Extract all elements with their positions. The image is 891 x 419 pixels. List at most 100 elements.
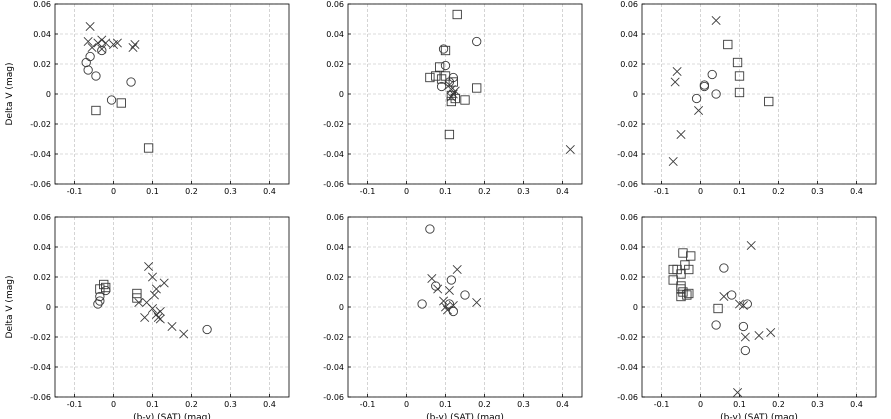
data-point-cross bbox=[427, 273, 437, 284]
data-point-circle bbox=[95, 296, 105, 306]
data-point-cross bbox=[719, 291, 729, 302]
data-point-cross bbox=[140, 312, 150, 323]
data-point-circle bbox=[438, 44, 449, 54]
plot-frame bbox=[347, 3, 583, 185]
x-tick-label: 0 bbox=[404, 187, 409, 196]
y-axis-label: Delta V (mag) bbox=[5, 63, 15, 126]
data-point-circle bbox=[727, 290, 737, 300]
data-point-circle bbox=[738, 321, 749, 332]
data-point-square bbox=[764, 96, 774, 107]
data-point-cross bbox=[97, 35, 107, 45]
y-tick-label: -0.06 bbox=[30, 393, 51, 402]
data-point-square bbox=[686, 251, 696, 261]
y-tick-label: -0.06 bbox=[323, 393, 344, 402]
data-point-cross bbox=[733, 387, 743, 398]
y-tick-label: -0.06 bbox=[617, 393, 638, 402]
data-point-cross bbox=[167, 321, 177, 332]
data-point-circle bbox=[106, 95, 117, 105]
x-tick-label: -0.1 bbox=[360, 187, 376, 196]
x-tick-label: 0.1 bbox=[439, 400, 452, 409]
data-point-square bbox=[99, 279, 109, 290]
data-point-cross bbox=[112, 38, 122, 48]
data-point-cross bbox=[179, 329, 189, 339]
x-tick-label: 0.4 bbox=[850, 187, 863, 196]
data-point-cross bbox=[147, 303, 158, 314]
y-tick-label: 0.04 bbox=[326, 243, 344, 252]
x-tick-label: 0.1 bbox=[733, 400, 746, 409]
data-point-cross bbox=[440, 302, 451, 312]
data-point-cross bbox=[746, 240, 756, 251]
y-tick-label: -0.02 bbox=[617, 120, 638, 129]
data-point-square bbox=[448, 77, 458, 87]
data-point-cross bbox=[101, 38, 111, 48]
data-point-square bbox=[452, 9, 462, 20]
data-point-square bbox=[101, 282, 111, 293]
y-tick-label: 0 bbox=[339, 303, 344, 312]
x-tick-label: -0.1 bbox=[67, 400, 83, 409]
y-tick-label: -0.02 bbox=[617, 333, 638, 342]
y-tick-label: 0.06 bbox=[33, 0, 51, 9]
data-point-square bbox=[668, 275, 678, 285]
data-point-cross bbox=[130, 39, 140, 50]
data-point-cross bbox=[738, 300, 748, 311]
x-tick-label: 0.2 bbox=[478, 400, 491, 409]
y-tick-label: 0.04 bbox=[620, 30, 638, 39]
x-tick-label: 0.2 bbox=[478, 187, 491, 196]
data-point-square bbox=[440, 45, 451, 56]
data-point-circle bbox=[460, 290, 470, 300]
y-tick-label: 0 bbox=[633, 303, 638, 312]
x-tick-label: 0.1 bbox=[733, 187, 746, 196]
y-tick-label: -0.06 bbox=[323, 180, 344, 189]
y-tick-label: 0.02 bbox=[326, 273, 344, 282]
x-tick-label: 0.3 bbox=[811, 187, 824, 196]
x-tick-label: 0.3 bbox=[517, 187, 530, 196]
data-point-cross bbox=[151, 284, 161, 294]
y-axis-label: Delta V (mag) bbox=[5, 276, 15, 339]
x-tick-label: -0.1 bbox=[654, 187, 670, 196]
x-tick-label: 0.1 bbox=[439, 187, 452, 196]
data-point-cross bbox=[766, 327, 776, 338]
data-point-square bbox=[444, 129, 455, 140]
x-tick-label: 0 bbox=[698, 187, 703, 196]
data-point-cross bbox=[93, 38, 103, 48]
x-tick-label: 0.2 bbox=[772, 400, 785, 409]
x-axis-label: (b-y) (SAT) (mag) bbox=[426, 413, 504, 419]
data-point-cross bbox=[472, 297, 482, 308]
data-point-circle bbox=[95, 291, 105, 302]
y-tick-label: -0.02 bbox=[323, 120, 344, 129]
x-tick-label: 0.3 bbox=[224, 187, 237, 196]
x-tick-label: 0 bbox=[111, 400, 116, 409]
y-tick-label: -0.04 bbox=[323, 363, 344, 372]
data-point-cross bbox=[694, 105, 704, 116]
y-tick-label: 0.02 bbox=[620, 273, 638, 282]
y-tick-label: 0 bbox=[46, 303, 51, 312]
x-tick-label: 0.4 bbox=[556, 187, 569, 196]
data-point-circle bbox=[699, 80, 710, 90]
data-point-square bbox=[713, 303, 723, 314]
data-point-square bbox=[435, 62, 445, 72]
y-tick-label: -0.02 bbox=[30, 333, 51, 342]
data-point-circle bbox=[436, 81, 447, 92]
x-tick-label: 0.3 bbox=[811, 400, 824, 409]
scatter-panel-3: -0.1 0 0.1 0.2 0.3 0.4 0.06 0.04 0.02 0 -0.02 -0.04… bbox=[617, 0, 877, 196]
data-point-cross bbox=[439, 296, 449, 306]
data-point-square bbox=[425, 72, 435, 83]
data-point-square bbox=[91, 105, 101, 116]
y-tick-label: -0.02 bbox=[30, 120, 51, 129]
data-point-square bbox=[676, 291, 686, 302]
data-point-circle bbox=[740, 345, 750, 356]
x-tick-label: 0.3 bbox=[517, 400, 530, 409]
data-point-cross bbox=[159, 278, 169, 288]
y-tick-label: -0.06 bbox=[30, 180, 51, 189]
data-point-circle bbox=[711, 320, 721, 330]
data-point-cross bbox=[452, 264, 462, 275]
data-point-circle bbox=[472, 36, 482, 47]
plot-frame bbox=[54, 3, 290, 185]
data-point-circle bbox=[81, 57, 91, 68]
y-tick-label: 0.02 bbox=[33, 60, 51, 69]
data-point-square bbox=[132, 293, 142, 303]
x-tick-label: 0.3 bbox=[224, 400, 237, 409]
data-point-circle bbox=[707, 69, 717, 80]
y-tick-label: 0.04 bbox=[33, 243, 51, 252]
